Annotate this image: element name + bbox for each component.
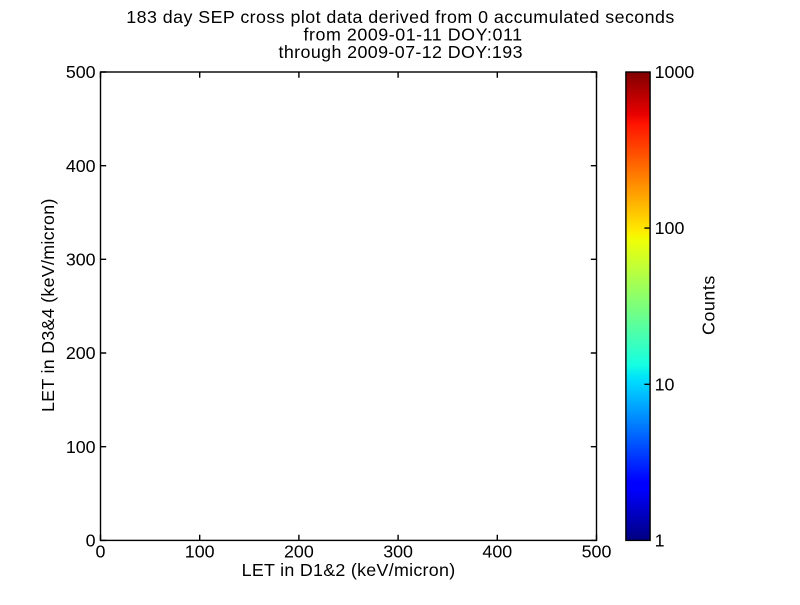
svg-text:100: 100 [655, 218, 685, 238]
svg-text:10: 10 [655, 374, 675, 394]
svg-text:0: 0 [96, 542, 106, 562]
svg-text:from 2009-01-11 DOY:011: from 2009-01-11 DOY:011 [304, 24, 523, 44]
svg-text:500: 500 [66, 62, 96, 82]
svg-text:through 2009-07-12 DOY:193: through 2009-07-12 DOY:193 [279, 42, 523, 62]
svg-text:LET in D3&4 (keV/micron): LET in D3&4 (keV/micron) [38, 199, 58, 413]
svg-text:Counts: Counts [699, 276, 719, 335]
svg-text:500: 500 [582, 542, 612, 562]
svg-text:100: 100 [185, 542, 215, 562]
svg-text:300: 300 [66, 250, 96, 270]
svg-text:200: 200 [66, 343, 96, 363]
svg-text:100: 100 [66, 437, 96, 457]
svg-text:300: 300 [383, 542, 413, 562]
svg-text:200: 200 [284, 542, 314, 562]
svg-text:1000: 1000 [655, 62, 695, 82]
svg-text:LET in D1&2 (keV/micron): LET in D1&2 (keV/micron) [242, 560, 456, 580]
svg-text:0: 0 [86, 531, 96, 551]
svg-text:400: 400 [482, 542, 512, 562]
svg-text:1: 1 [655, 531, 665, 551]
svg-text:400: 400 [66, 156, 96, 176]
svg-text:183 day SEP cross plot data de: 183 day SEP cross plot data derived from… [126, 7, 674, 27]
